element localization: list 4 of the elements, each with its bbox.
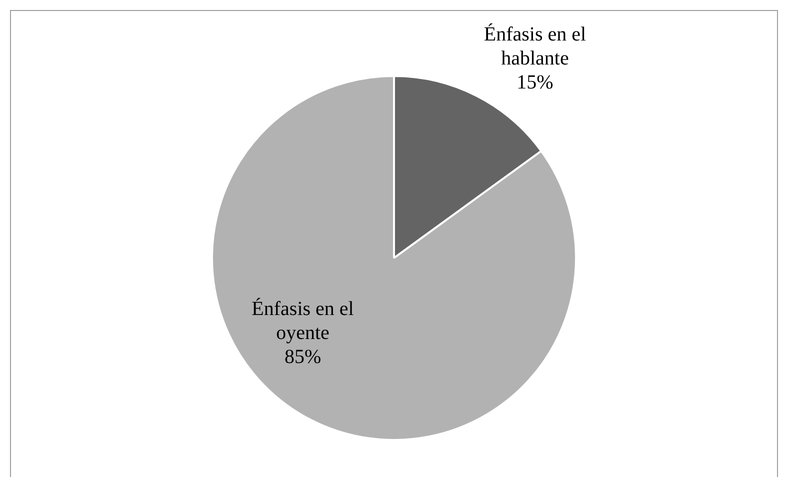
slice-label: Énfasis en el hablante bbox=[484, 22, 587, 70]
slice-label: Énfasis en el oyente bbox=[252, 296, 354, 344]
data-label: 85% bbox=[284, 346, 322, 368]
data-label: 15% bbox=[516, 71, 554, 94]
